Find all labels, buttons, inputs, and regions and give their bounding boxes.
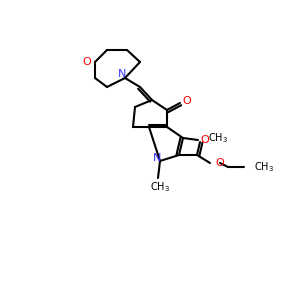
Text: CH$_3$: CH$_3$ — [208, 131, 228, 145]
Text: CH$_3$: CH$_3$ — [254, 160, 274, 174]
Text: CH$_3$: CH$_3$ — [150, 180, 170, 194]
Text: O: O — [215, 158, 224, 168]
Text: N: N — [153, 153, 161, 163]
Text: N: N — [118, 69, 126, 79]
Text: O: O — [82, 57, 91, 67]
Text: O: O — [201, 135, 209, 145]
Text: O: O — [183, 96, 191, 106]
